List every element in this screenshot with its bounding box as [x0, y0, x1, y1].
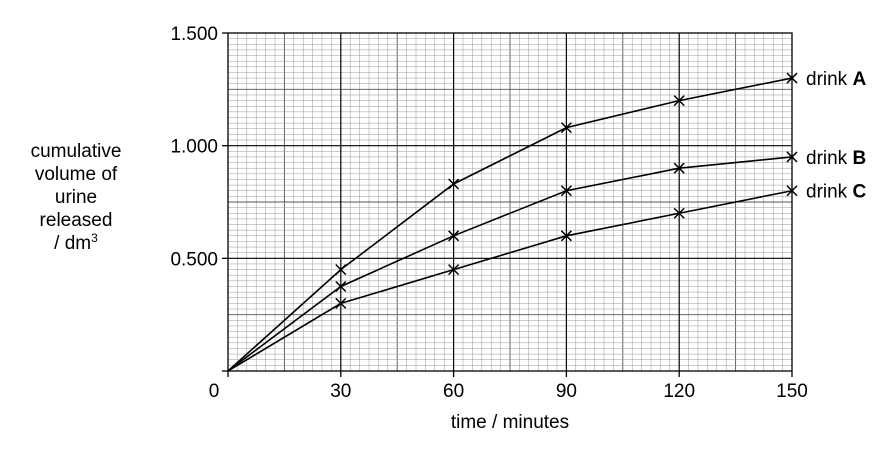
data-point-c — [560, 230, 572, 242]
series-label-a: drink A — [806, 69, 866, 90]
data-point-a — [335, 264, 347, 276]
plot-frame — [227, 32, 793, 372]
x-tick-label: 90 — [556, 381, 577, 402]
x-tick-label: 150 — [776, 381, 808, 402]
y-axis-unit: / dm — [54, 233, 92, 254]
x-axis-label: time / minutes — [450, 412, 570, 433]
x-tick-label: 120 — [663, 381, 695, 402]
series-line-a — [227, 77, 793, 372]
data-point-c — [673, 207, 685, 219]
y-axis-label-line4: released — [39, 210, 113, 231]
data-point-a — [448, 178, 460, 190]
data-point-c — [786, 185, 798, 197]
x-tick-label: 60 — [443, 381, 464, 402]
data-point-b — [673, 162, 685, 174]
y-axis-unit-exponent: 3 — [91, 231, 98, 245]
data-point-c — [335, 297, 347, 309]
data-point-b — [448, 230, 460, 242]
series-line-c — [227, 189, 793, 372]
x-tick-label: 30 — [330, 381, 351, 402]
y-axis-label: cumulative volume of urine released / dm… — [8, 140, 144, 255]
series-label-b: drink B — [806, 148, 866, 169]
series-label-c: drink C — [806, 182, 866, 203]
y-tick-label: 1.000 — [170, 137, 218, 158]
data-point-a — [673, 95, 685, 107]
y-axis-label-line5: / dm3 — [8, 232, 144, 255]
y-axis-label-line2: volume of — [34, 164, 118, 185]
data-point-b — [335, 280, 347, 293]
data-point-b — [560, 185, 572, 197]
series-line-b — [227, 156, 793, 372]
y-tick-label: 0.500 — [170, 249, 218, 270]
data-point-b — [786, 151, 798, 163]
x-tick-label: 0 — [209, 381, 220, 402]
data-point-a — [560, 122, 572, 134]
data-point-c — [448, 264, 460, 276]
y-axis-label-line3: urine — [54, 187, 98, 208]
y-tick-label: 1.500 — [170, 24, 218, 45]
y-axis-label-line1: cumulative — [30, 141, 122, 162]
data-point-a — [786, 72, 798, 84]
